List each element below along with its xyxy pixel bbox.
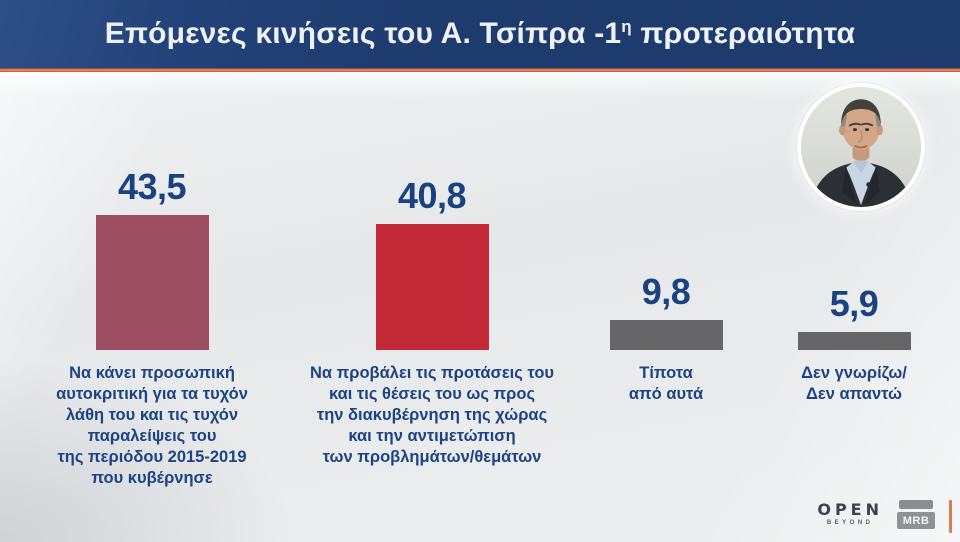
- avatar: [797, 83, 925, 211]
- bar: [797, 332, 911, 350]
- bar-label: Να προβάλει τις προτάσεις του και τις θέ…: [309, 364, 555, 466]
- open-logo: OPEN BEYOND: [817, 500, 883, 527]
- title-superscript: η: [621, 17, 632, 36]
- open-logo-word: OPEN: [817, 500, 883, 519]
- bar-value: 5,9: [829, 283, 879, 324]
- bar-value: 40,8: [397, 175, 467, 216]
- bar-value: 43,5: [117, 166, 187, 207]
- page-title: Επόμενες κινήσεις του Α. Τσίπρα -1η προτ…: [105, 17, 855, 51]
- bar-label: Να κάνει προσωπική αυτοκριτική για τα τυ…: [56, 364, 248, 487]
- header-accent-line: [0, 68, 960, 72]
- bar-label: Δεν γνωρίζω/ Δεν απαντώ: [801, 364, 907, 403]
- title-text: Επόμενες κινήσεις του Α. Τσίπρα -1: [104, 17, 622, 50]
- header-banner: Επόμενες κινήσεις του Α. Τσίπρα -1η προτ…: [0, 0, 960, 68]
- footer-branding: OPEN BEYOND MRB: [817, 500, 952, 536]
- bar-label: Τίποτα από αυτά: [628, 364, 704, 403]
- bar: [95, 215, 209, 350]
- accent-divider: [949, 500, 952, 533]
- portrait-illustration: [801, 87, 921, 207]
- bar: [375, 224, 489, 350]
- mrb-logo-bar: [899, 500, 933, 509]
- mrb-logo: MRB: [897, 500, 935, 529]
- mrb-logo-text: MRB: [897, 512, 935, 529]
- open-logo-subtitle: BEYOND: [826, 520, 874, 526]
- bar: [609, 320, 723, 350]
- bar-value: 9,8: [641, 271, 691, 312]
- title-suffix: προτεραιότητα: [631, 17, 856, 50]
